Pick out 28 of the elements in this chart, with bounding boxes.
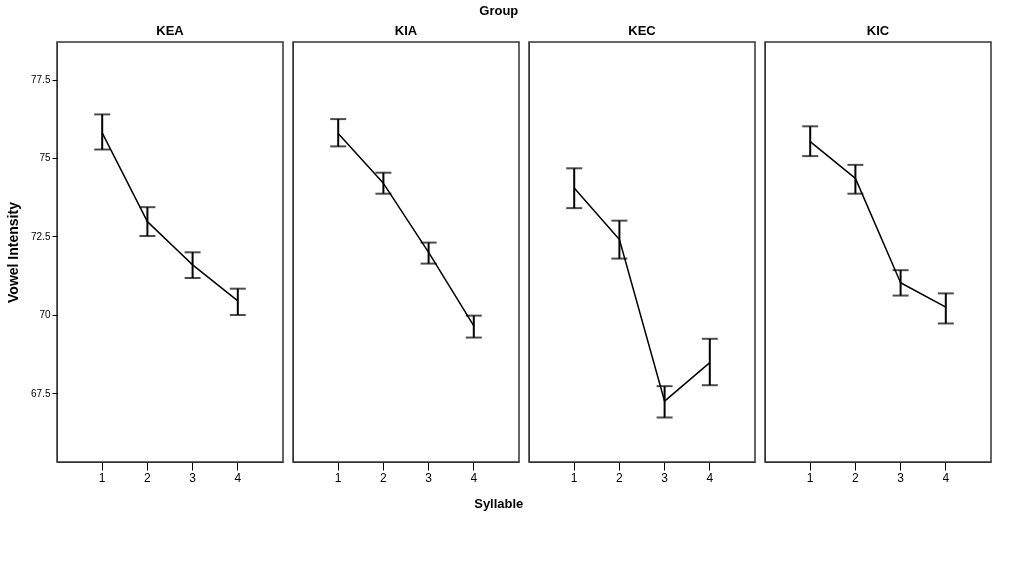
chart-title: KEA <box>156 23 185 38</box>
x-tick-label: 3 <box>189 470 197 485</box>
y-tick-label: 77.5 <box>31 74 51 86</box>
text: Syllable <box>474 495 524 511</box>
x-tick-label: 2 <box>144 470 152 485</box>
x-tick-label: 1 <box>334 470 342 485</box>
x-tick-label: 2 <box>852 470 860 485</box>
x-tick-label: 4 <box>706 470 714 485</box>
y-tick-label: 67.5 <box>31 387 51 399</box>
x-tick-label: 2 <box>616 470 624 485</box>
y-tick-label: 72.5 <box>31 230 51 242</box>
x-tick-label: 4 <box>234 470 242 485</box>
text: Group <box>479 3 519 19</box>
x-tick-label: 3 <box>897 470 905 485</box>
x-tick-label: 3 <box>661 470 669 485</box>
chart-title: KIC <box>866 23 890 38</box>
x-tick-label: 4 <box>470 470 478 485</box>
x-tick-label: 2 <box>380 470 388 485</box>
y-tick-label: 70 <box>39 309 51 321</box>
x-tick-label: 1 <box>570 470 578 485</box>
x-tick-label: 3 <box>425 470 433 485</box>
y-axis-title: Vowel Intensity <box>5 201 22 303</box>
x-tick-label: 4 <box>942 470 950 485</box>
x-tick-label: 1 <box>98 470 106 485</box>
y-tick-label: 75 <box>39 152 51 164</box>
chart-title: KEC <box>628 23 657 38</box>
chart-title: KIA <box>394 23 418 38</box>
x-tick-label: 1 <box>806 470 814 485</box>
